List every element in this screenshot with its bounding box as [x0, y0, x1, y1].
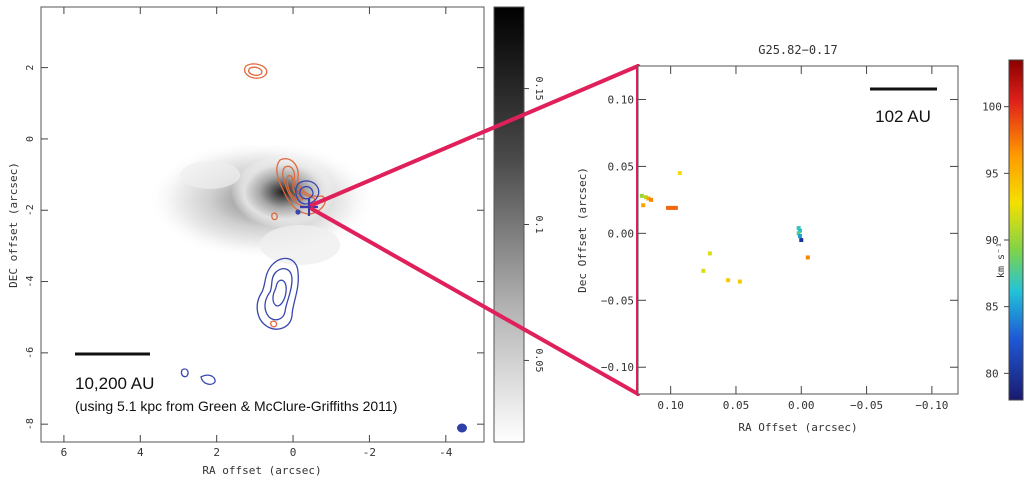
- maser-spot: [726, 278, 731, 283]
- blue-contour: [200, 374, 216, 385]
- emission-patch: [260, 225, 340, 265]
- left-ytick-label: 2: [25, 65, 36, 71]
- right-ylabel: Dec Offset (arcsec): [576, 167, 589, 293]
- right-xtick-label: 0.05: [723, 399, 750, 412]
- right-ytick-label: 0.05: [608, 160, 635, 173]
- right-ytick-label: −0.10: [601, 361, 634, 374]
- maser-spot: [805, 255, 810, 260]
- left-colorbar-ticks: 0.15 0.1 0.05: [524, 77, 544, 372]
- maser-spot: [643, 195, 648, 200]
- right-scale-bar-label: 102 AU: [875, 107, 931, 126]
- right-colorbar-tick-label: 90: [985, 234, 998, 247]
- maser-spot: [799, 238, 804, 243]
- red-contour: [286, 174, 305, 201]
- left-colorbar-tick-label: 0.1: [533, 215, 544, 233]
- right-ytick-label: 0.10: [608, 93, 635, 106]
- maser-spot: [639, 193, 644, 198]
- blue-contour: [264, 268, 293, 321]
- red-contour: [271, 212, 278, 221]
- right-xtick-label: 0.00: [788, 399, 815, 412]
- blue-contour: [295, 180, 320, 205]
- zoom-line-bottom: [310, 207, 640, 396]
- right-xlabel: RA Offset (arcsec): [738, 421, 857, 434]
- left-ylabel: DEC offset (arcsec): [7, 162, 20, 288]
- maser-spot: [796, 231, 801, 236]
- blue-dot: [295, 209, 301, 215]
- left-axis-ticks: 6 4 2 0 -2 -4 2 0 -2 -4 -6 -8: [25, 7, 484, 459]
- left-xlabel: RA offset (arcsec): [202, 464, 321, 477]
- left-xtick-label: -4: [439, 446, 453, 459]
- maser-spot: [797, 234, 802, 239]
- red-contour: [247, 66, 263, 76]
- right-colorbar-gradient: [1008, 59, 1024, 401]
- left-xtick-label: 2: [213, 446, 220, 459]
- right-title: G25.82−0.17: [758, 43, 837, 57]
- maser-spot: [671, 205, 676, 210]
- red-contour: [243, 63, 268, 79]
- emission-patch: [180, 161, 240, 189]
- red-contour: [270, 320, 278, 328]
- left-ytick-label: -6: [25, 347, 36, 359]
- left-ytick-label: -8: [25, 418, 36, 430]
- blue-contour: [272, 279, 287, 307]
- red-contour: [276, 158, 326, 215]
- maser-spot: [649, 197, 654, 202]
- maser-spot: [677, 171, 682, 176]
- left-colorbar: 0.15 0.1 0.05: [493, 6, 544, 443]
- right-axis-ticks: 0.10 0.05 0.00 −0.05 −0.10 0.10 0.05 0.00 −0.05 −…: [601, 66, 958, 412]
- right-colorbar-tick-label: 95: [985, 167, 998, 180]
- right-xtick-label: −0.05: [850, 399, 883, 412]
- right-colorbar-label: km s⁻¹: [996, 242, 1007, 278]
- left-ytick-label: -4: [25, 276, 36, 288]
- left-colorbar-tick-label: 0.15: [533, 77, 544, 101]
- left-ytick-label: 0: [25, 136, 36, 142]
- grayscale-emission: [147, 140, 377, 265]
- right-colorbar-tick-label: 85: [985, 301, 998, 314]
- zoom-line-top: [310, 64, 640, 207]
- maser-spot: [797, 228, 802, 233]
- maser-spot: [796, 225, 801, 230]
- right-ytick-label: −0.05: [601, 294, 634, 307]
- left-colorbar-gradient: [493, 6, 525, 443]
- maser-spot: [646, 196, 651, 201]
- right-ytick-label: 0.00: [608, 227, 635, 240]
- left-xtick-label: -2: [363, 446, 376, 459]
- right-colorbar-ticks: 100 95 90 85 80: [982, 101, 1009, 380]
- left-panel: 6 4 2 0 -2 -4 2 0 -2 -4 -6 -8 RA offset (arcsec) DE…: [7, 6, 485, 477]
- red-contours: [243, 63, 326, 328]
- right-colorbar-tick-label: 100: [982, 101, 1002, 114]
- left-ytick-label: -2: [25, 204, 36, 216]
- blue-contours: [180, 180, 320, 385]
- right-xtick-label: 0.10: [657, 399, 684, 412]
- left-xtick-label: 6: [61, 446, 68, 459]
- plus-marker: [300, 198, 318, 216]
- left-xtick-label: 4: [137, 446, 144, 459]
- left-scale-bar-label: 10,200 AU: [75, 374, 154, 393]
- maser-spot: [668, 205, 673, 210]
- maser-spot: [701, 268, 706, 273]
- beam-ellipse: [457, 423, 467, 433]
- maser-spot: [641, 203, 646, 208]
- right-xtick-label: −0.10: [915, 399, 948, 412]
- right-colorbar: 100 95 90 85 80 km s⁻¹: [982, 59, 1024, 401]
- right-colorbar-tick-label: 80: [985, 367, 998, 380]
- maser-spots: [639, 171, 810, 284]
- left-scale-bar-note: (using 5.1 kpc from Green & McClure-Grif…: [75, 398, 397, 414]
- left-colorbar-tick-label: 0.05: [533, 348, 544, 372]
- blue-contour: [180, 368, 189, 378]
- maser-spot: [666, 205, 671, 210]
- blue-contour: [256, 257, 299, 330]
- right-panel: G25.82−0.17 0.10 0.05 0.00 −0.05 −0.100.100.…: [576, 43, 959, 434]
- maser-spot: [673, 205, 678, 210]
- left-xtick-label: 0: [290, 446, 297, 459]
- maser-spot: [707, 251, 712, 256]
- maser-spot: [737, 279, 742, 284]
